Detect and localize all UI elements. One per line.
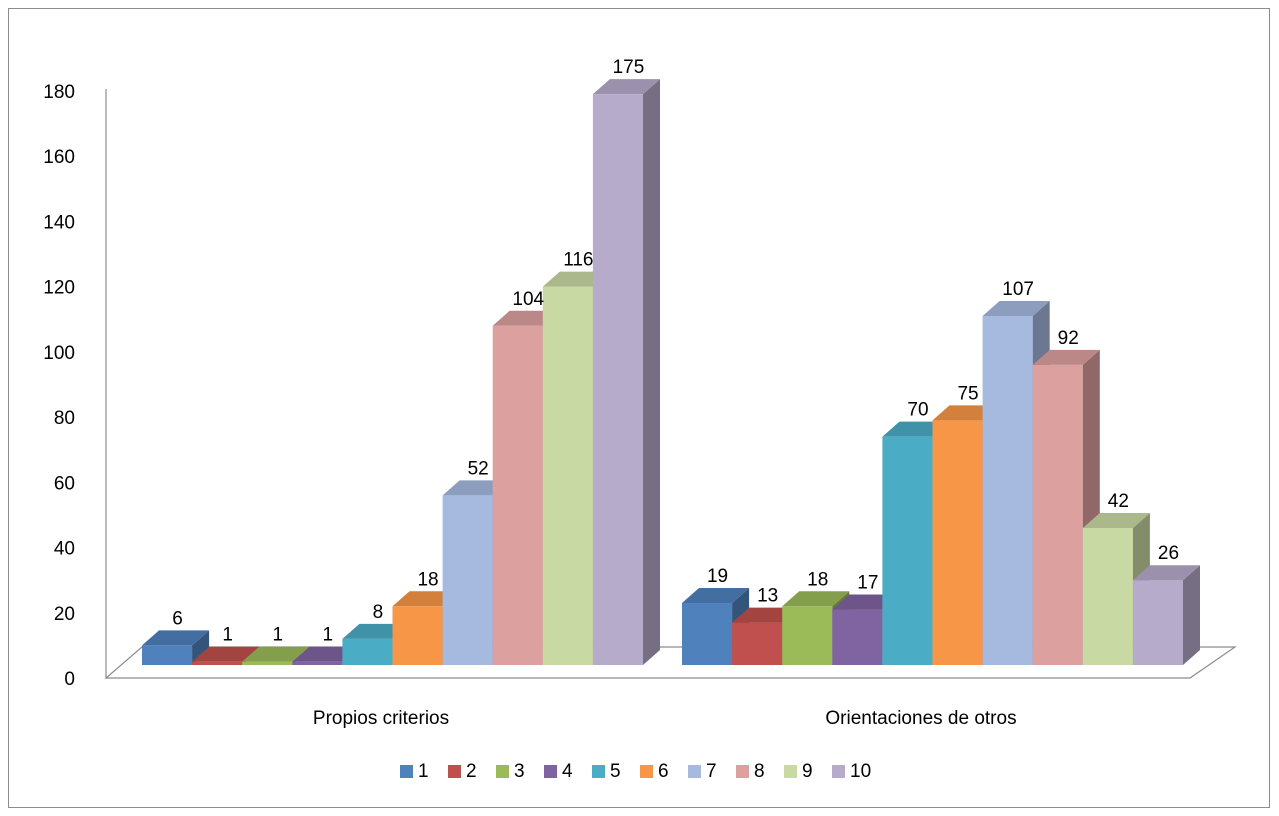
legend-item: 3 bbox=[496, 761, 525, 782]
data-label: 13 bbox=[757, 586, 778, 607]
data-label: 116 bbox=[563, 250, 593, 271]
bar bbox=[142, 630, 210, 665]
data-label: 52 bbox=[468, 458, 489, 479]
y-tick-label: 100 bbox=[43, 343, 75, 364]
legend-label: 7 bbox=[706, 761, 717, 782]
y-tick-label: 0 bbox=[64, 669, 75, 690]
chart-frame: 0 20 40 60 80 100 120 140 160 180 6 1 1 1 8 18 52 104 116… bbox=[8, 8, 1270, 808]
legend-swatch bbox=[496, 765, 509, 778]
legend-label: 1 bbox=[418, 761, 429, 782]
data-label: 1 bbox=[222, 625, 233, 646]
legend-item: 8 bbox=[736, 761, 765, 782]
legend-swatch bbox=[592, 765, 605, 778]
y-tick-label: 160 bbox=[43, 147, 75, 168]
y-tick-label: 180 bbox=[43, 82, 75, 103]
data-label: 70 bbox=[907, 400, 928, 421]
y-tick-label: 80 bbox=[54, 408, 75, 429]
data-label: 75 bbox=[957, 383, 978, 404]
data-label: 17 bbox=[857, 573, 878, 594]
legend-label: 10 bbox=[850, 761, 871, 782]
legend-swatch bbox=[832, 765, 845, 778]
legend-item: 5 bbox=[592, 761, 621, 782]
legend-label: 9 bbox=[802, 761, 813, 782]
y-tick-label: 20 bbox=[54, 604, 75, 625]
data-label: 6 bbox=[172, 608, 183, 629]
bars bbox=[142, 79, 1200, 665]
legend-label: 4 bbox=[562, 761, 573, 782]
legend-item: 6 bbox=[640, 761, 669, 782]
data-label: 18 bbox=[417, 569, 438, 590]
legend-swatch bbox=[400, 765, 413, 778]
data-label: 18 bbox=[807, 569, 828, 590]
legend-label: 3 bbox=[514, 761, 525, 782]
bar bbox=[1132, 565, 1200, 665]
legend-swatch bbox=[688, 765, 701, 778]
y-axis: 0 20 40 60 80 100 120 140 160 180 bbox=[43, 82, 107, 690]
category-label: Orientaciones de otros bbox=[825, 708, 1016, 729]
legend-label: 8 bbox=[754, 761, 765, 782]
y-tick-label: 120 bbox=[43, 278, 75, 299]
data-label: 107 bbox=[1002, 279, 1034, 300]
data-label: 1 bbox=[272, 625, 283, 646]
data-label: 92 bbox=[1058, 328, 1079, 349]
legend-item: 1 bbox=[400, 761, 429, 782]
y-tick-label: 140 bbox=[43, 212, 75, 233]
legend-swatch bbox=[736, 765, 749, 778]
legend-label: 5 bbox=[610, 761, 621, 782]
legend-swatch bbox=[544, 765, 557, 778]
legend-swatch bbox=[640, 765, 653, 778]
category-labels: Propios criterios Orientaciones de otros bbox=[313, 708, 1017, 729]
data-label: 175 bbox=[613, 57, 645, 78]
legend-item: 7 bbox=[688, 761, 717, 782]
legend-swatch bbox=[448, 765, 461, 778]
data-label: 26 bbox=[1158, 543, 1179, 564]
data-label: 8 bbox=[373, 602, 384, 623]
legend-item: 10 bbox=[832, 761, 871, 782]
category-label: Propios criterios bbox=[313, 708, 449, 729]
legend: 1 2 3 4 5 6 7 8 9 10 bbox=[400, 761, 871, 782]
data-label: 104 bbox=[512, 289, 544, 310]
y-tick-label: 40 bbox=[54, 539, 75, 560]
data-label: 1 bbox=[323, 625, 334, 646]
legend-label: 2 bbox=[466, 761, 477, 782]
legend-item: 4 bbox=[544, 761, 573, 782]
data-label: 42 bbox=[1108, 491, 1129, 512]
y-tick-label: 60 bbox=[54, 473, 75, 494]
legend-item: 2 bbox=[448, 761, 477, 782]
legend-item: 9 bbox=[784, 761, 813, 782]
bar bbox=[592, 79, 660, 665]
data-label: 19 bbox=[707, 566, 728, 587]
legend-swatch bbox=[784, 765, 797, 778]
legend-label: 6 bbox=[658, 761, 669, 782]
